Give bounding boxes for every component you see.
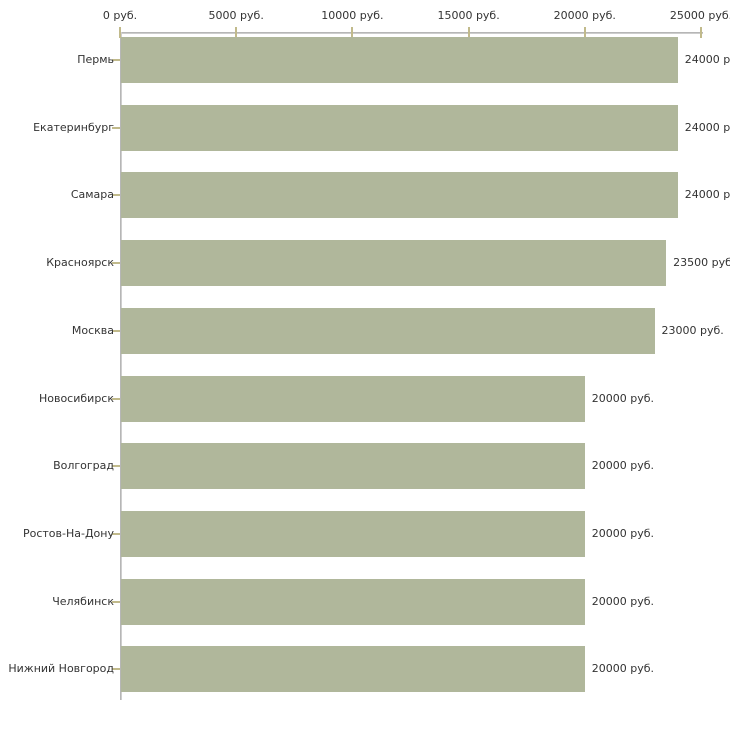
bar-category-label: Челябинск [52,594,114,608]
category-tick-mark [112,262,120,265]
category-tick-mark [112,126,120,129]
bar-value-label: 20000 руб. [591,391,655,405]
category-tick-mark [112,465,120,468]
bar-category-label: Волгоград [53,459,114,473]
bar [121,510,585,557]
category-tick-mark [112,194,120,197]
bar [121,375,585,422]
bar [121,646,585,693]
category-tick-mark [112,600,120,603]
x-tick-label: 10000 руб. [321,9,384,22]
bar-category-label: Пермь [77,53,114,66]
bar [121,443,585,490]
y-axis-line [120,32,122,700]
category-tick-mark [112,532,120,535]
x-tick-mark [467,27,470,38]
bar [121,240,667,287]
bar [121,307,655,354]
bar-category-label: Красноярск [46,256,114,270]
x-tick-mark [700,27,702,38]
x-tick-mark [583,27,586,38]
bar-category-label: Нижний Новгород [8,662,114,676]
x-tick-label: 20000 руб. [553,9,616,22]
x-tick-label: 25000 руб. [669,9,730,22]
x-tick-mark [119,27,121,38]
category-tick-mark [112,329,120,332]
x-tick-label: 5000 руб. [208,9,264,22]
category-tick-mark [112,59,120,61]
bar-category-label: Ростов-На-Дону [22,526,114,540]
bar-value-label: 20000 руб. [591,526,655,540]
bar-value-label: 24000 руб. [684,120,730,134]
bar-value-label: 23000 руб. [661,323,724,337]
bar-category-label: Самара [70,188,114,202]
bar [121,37,678,83]
bar [121,104,678,151]
x-axis-line [120,32,703,34]
category-tick-mark [112,668,120,671]
x-tick-mark [235,27,238,38]
x-tick-label: 15000 руб. [437,9,500,22]
bar [121,172,678,219]
x-tick-mark [351,27,354,38]
category-tick-mark [112,397,120,400]
bar-value-label: 20000 руб. [591,459,655,473]
bar [121,578,585,625]
bar-value-label: 20000 руб. [591,662,655,676]
bar-value-label: 24000 руб. [684,188,730,202]
x-tick-label: 0 руб. [102,9,138,22]
bar-category-label: Новосибирск [38,391,114,405]
bar-category-label: Екатеринбург [33,120,114,134]
bar-category-label: Москва [71,323,114,337]
bar-value-label: 20000 руб. [591,594,655,608]
bar-value-label: 23500 руб. [673,256,730,270]
bar-value-label: 24000 руб. [684,53,730,66]
